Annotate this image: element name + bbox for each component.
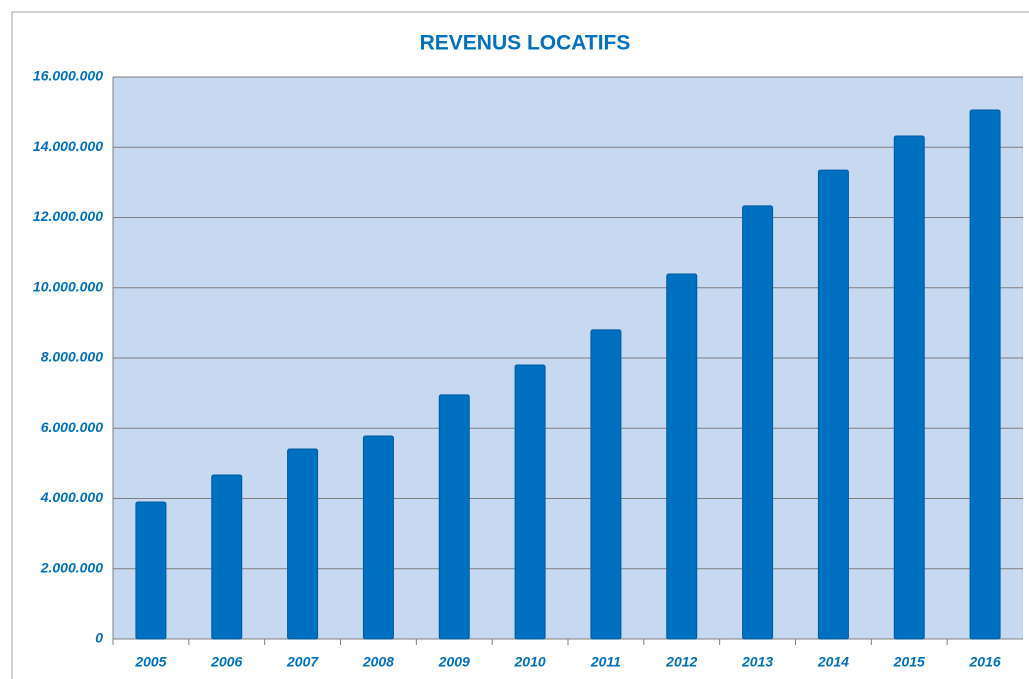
x-tick-label: 2005	[134, 654, 166, 670]
y-tick-label: 0	[95, 630, 103, 646]
bar	[438, 394, 470, 640]
bar	[135, 501, 167, 640]
x-tick-label: 2014	[817, 654, 849, 670]
bar	[211, 474, 243, 640]
y-tick-label: 2.000.000	[40, 559, 103, 575]
y-tick-label: 6.000.000	[41, 419, 103, 435]
y-tick-label: 16.000.000	[33, 68, 103, 84]
bar	[742, 205, 774, 640]
chart-title: REVENUS LOCATIFS	[420, 32, 631, 55]
x-tick-label: 2012	[665, 654, 697, 670]
y-tick-label: 4.000.000	[40, 489, 103, 505]
bar	[590, 329, 622, 640]
x-tick-label: 2008	[362, 654, 394, 670]
y-tick-label: 8.000.000	[41, 349, 103, 365]
y-tick-label: 12.000.000	[33, 208, 103, 224]
bar	[514, 364, 546, 640]
x-tick-label: 2013	[741, 654, 773, 670]
bar	[362, 435, 394, 640]
y-tick-label: 14.000.000	[33, 138, 103, 154]
bar	[287, 448, 319, 640]
chart-border	[11, 11, 1029, 679]
bar	[969, 109, 1001, 640]
x-tick-label: 2010	[514, 654, 546, 670]
x-tick-label: 2011	[590, 654, 621, 670]
bar	[666, 273, 698, 640]
x-tick-label: 2009	[438, 654, 470, 670]
y-tick-label: 10.000.000	[33, 278, 103, 294]
x-tick-label: 2015	[893, 654, 925, 670]
x-tick-label: 2007	[286, 654, 319, 670]
x-tick-label: 2006	[210, 654, 242, 670]
bar	[817, 169, 849, 640]
bar	[893, 135, 925, 640]
x-tick-label: 2016	[969, 654, 1001, 670]
